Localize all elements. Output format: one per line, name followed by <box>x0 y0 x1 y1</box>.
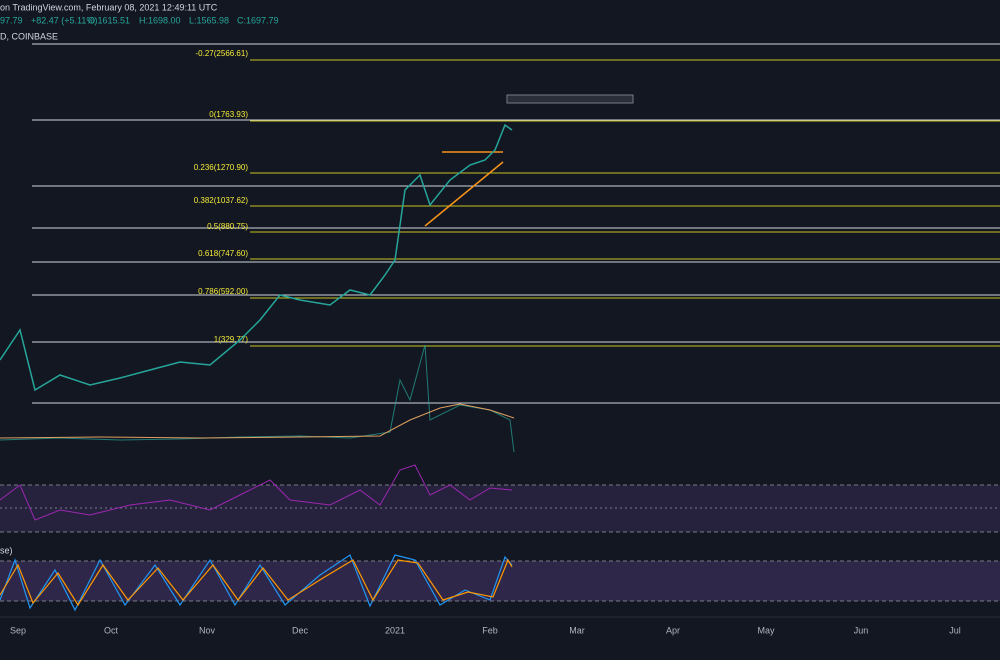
fib-label: 0(1763.93) <box>209 110 248 119</box>
x-tick-label: 2021 <box>385 625 405 635</box>
price-trace <box>0 123 513 392</box>
fib-label: 0.786(592.00) <box>198 287 248 296</box>
last-price: 97.79 <box>0 15 23 25</box>
volume-ma <box>0 403 515 439</box>
trend-line <box>424 161 504 227</box>
x-tick-label: Jun <box>854 625 869 635</box>
fib-label: 0.5(880.75) <box>207 222 248 231</box>
x-tick-label: Nov <box>199 625 216 635</box>
x-tick-label: Feb <box>482 625 498 635</box>
fib-label: 0.382(1037.62) <box>194 196 249 205</box>
header-title: on TradingView.com, February 08, 2021 12… <box>0 2 218 12</box>
fib-label: -0.27(2566.61) <box>196 49 249 58</box>
x-tick-label: Oct <box>104 625 119 635</box>
high: H:1698.00 <box>139 15 181 25</box>
x-tick-label: Mar <box>569 625 585 635</box>
symbol: D, COINBASE <box>0 31 58 41</box>
low: L:1565.98 <box>189 15 229 25</box>
stoch-k <box>0 554 513 612</box>
open: O:1615.51 <box>88 15 130 25</box>
x-tick-label: May <box>757 625 775 635</box>
x-tick-label: Sep <box>10 625 26 635</box>
gray-box <box>506 94 634 104</box>
x-tick-label: Jul <box>949 625 961 635</box>
close: C:1697.79 <box>237 15 279 25</box>
x-tick-label: Dec <box>292 625 309 635</box>
change: +82.47 (+5.11%) <box>31 15 97 25</box>
fib-label: 0.236(1270.90) <box>194 163 249 172</box>
stoch-label: se) <box>0 545 13 555</box>
fib-label: 0.618(747.60) <box>198 249 248 258</box>
fib-lines <box>32 43 1000 404</box>
x-tick-label: Apr <box>666 625 680 635</box>
fib-label: 1(329.77) <box>214 335 249 344</box>
rsi-line <box>0 464 513 521</box>
stoch-d <box>0 558 513 607</box>
